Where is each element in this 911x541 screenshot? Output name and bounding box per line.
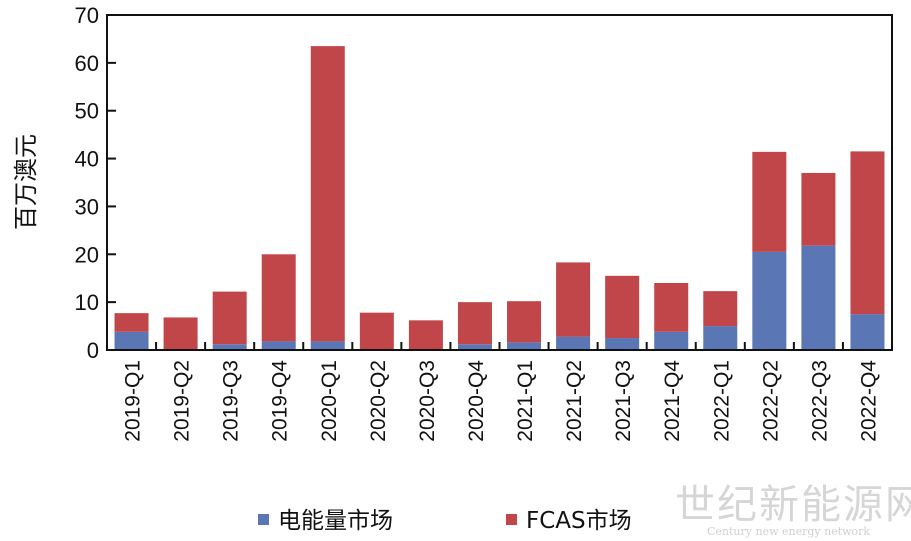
bar-fcas-2021-Q3 [605, 275, 640, 339]
x-tick-label: 2019-Q1 [122, 360, 145, 442]
y-tick-label: 60 [75, 51, 99, 76]
y-tick-label: 10 [75, 290, 99, 315]
legend: 电能量市场 FCAS市场 [258, 508, 632, 534]
legend-swatch [506, 514, 517, 525]
x-tick-label: 2019-Q4 [269, 360, 292, 442]
legend-label: 电能量市场 [278, 508, 393, 534]
x-tick-label: 2022-Q1 [710, 360, 733, 442]
x-tick-label: 2021-Q1 [514, 360, 537, 442]
y-axis-label: 百万澳元 [12, 134, 40, 230]
x-tick-label: 2022-Q3 [808, 360, 831, 442]
bar-energy-2019-Q1 [114, 331, 149, 350]
bar-energy-2020-Q4 [457, 344, 492, 350]
bar-energy-2019-Q4 [261, 341, 296, 350]
bar-fcas-2020-Q1 [310, 46, 345, 342]
bar-fcas-2019-Q1 [114, 313, 149, 332]
bar-energy-2022-Q1 [703, 326, 738, 350]
y-tick-label: 0 [87, 338, 99, 363]
y-tick-label: 50 [75, 99, 99, 124]
x-tick-label: 2020-Q1 [318, 360, 341, 442]
y-tick-label: 70 [75, 3, 99, 28]
bar-fcas-2022-Q4 [850, 151, 885, 315]
bar-energy-2021-Q1 [507, 342, 542, 350]
bar-energy-2021-Q4 [654, 331, 689, 350]
bar-fcas-2022-Q2 [752, 151, 787, 252]
x-tick-label: 2020-Q3 [416, 360, 439, 442]
bar-energy-2022-Q2 [752, 251, 787, 350]
y-axis-ticks: 0 10 20 30 40 50 60 70 [75, 3, 116, 363]
bar-energy-2022-Q4 [850, 314, 885, 350]
watermark-sub-text: Century new energy network [707, 525, 870, 538]
bar-fcas-2020-Q3 [408, 320, 443, 350]
bar-energy-2021-Q2 [556, 336, 591, 350]
legend-label: FCAS市场 [526, 508, 632, 534]
x-tick-label: 2019-Q2 [171, 360, 194, 442]
bar-fcas-2021-Q1 [507, 301, 542, 343]
bar-fcas-2020-Q4 [457, 302, 492, 345]
x-tick-label: 2021-Q3 [612, 360, 635, 442]
bar-fcas-2020-Q2 [359, 312, 394, 350]
bar-energy-2019-Q3 [212, 344, 247, 350]
bar-energy-2021-Q3 [605, 338, 640, 350]
x-tick-label: 2020-Q2 [367, 360, 390, 442]
watermark-main-text: 世纪新能源网 [675, 482, 911, 528]
x-tick-label: 2019-Q3 [220, 360, 243, 442]
x-tick-label: 2022-Q2 [759, 360, 782, 442]
watermark: 世纪新能源网 Century new energy network [675, 482, 911, 538]
bars-layer [114, 46, 885, 350]
x-tick-label: 2022-Q4 [857, 360, 880, 442]
bar-fcas-2019-Q4 [261, 254, 296, 342]
x-tick-label: 2021-Q4 [661, 360, 684, 442]
y-tick-label: 40 [75, 147, 99, 172]
bar-energy-2022-Q3 [801, 245, 836, 350]
bar-fcas-2022-Q3 [801, 172, 836, 246]
bar-fcas-2019-Q2 [163, 317, 198, 350]
x-axis-ticks: 2019-Q1 2019-Q2 2019-Q3 2019-Q4 2020-Q1 2020-… [122, 342, 880, 442]
bar-fcas-2021-Q4 [654, 283, 689, 332]
bar-fcas-2019-Q3 [212, 291, 247, 345]
legend-swatch [258, 514, 269, 525]
bar-energy-2020-Q1 [310, 341, 345, 350]
bar-fcas-2022-Q1 [703, 291, 738, 327]
y-tick-label: 30 [75, 194, 99, 219]
bar-fcas-2021-Q2 [556, 262, 591, 337]
y-tick-label: 20 [75, 242, 99, 267]
x-tick-label: 2020-Q4 [465, 360, 488, 442]
x-tick-label: 2021-Q2 [563, 360, 586, 442]
